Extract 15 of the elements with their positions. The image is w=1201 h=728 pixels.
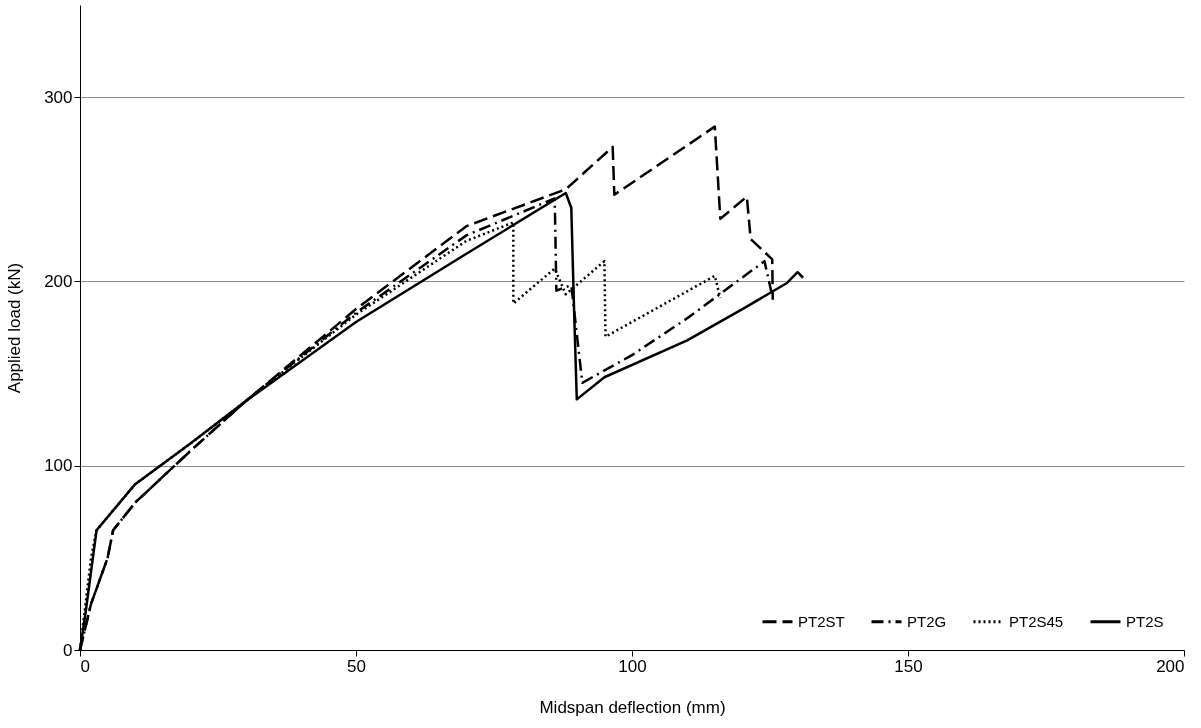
x-tick-label: 200 bbox=[1156, 656, 1185, 676]
x-tick-label: 50 bbox=[347, 656, 366, 676]
legend-label: PT2G bbox=[907, 612, 947, 630]
x-tick-label: 0 bbox=[80, 656, 90, 676]
legend-label: PT2S bbox=[1126, 612, 1164, 630]
y-tick-label: 100 bbox=[44, 456, 73, 476]
x-axis-title: Midspan deflection (mm) bbox=[539, 697, 726, 717]
legend-label: PT2ST bbox=[798, 612, 845, 630]
y-tick-label: 300 bbox=[44, 87, 73, 107]
x-tick-label: 100 bbox=[618, 656, 647, 676]
x-tick-label: 150 bbox=[894, 656, 923, 676]
legend-label: PT2S45 bbox=[1009, 612, 1064, 630]
y-tick-label: 200 bbox=[44, 271, 73, 291]
y-axis-title: Applied load (kN) bbox=[5, 262, 25, 394]
y-tick-label: 0 bbox=[63, 640, 73, 660]
